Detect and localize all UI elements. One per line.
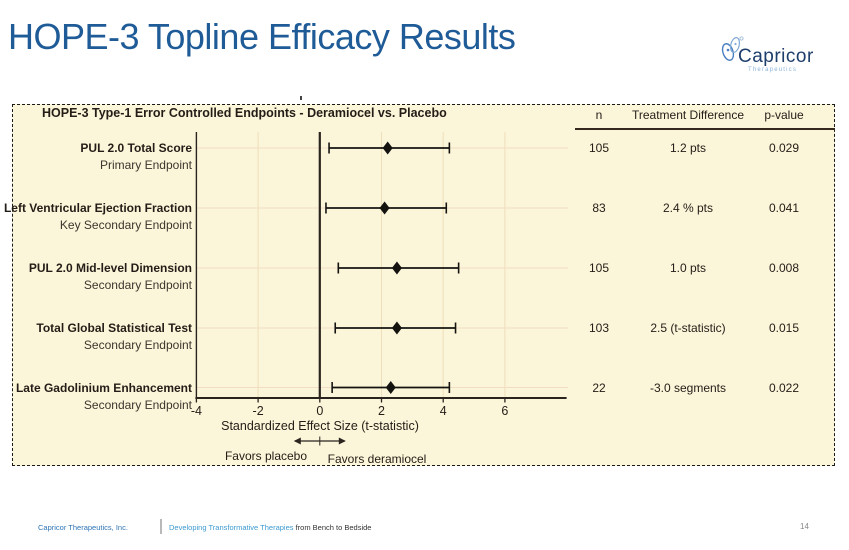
column-header-p-value: p-value [764,108,804,122]
endpoint-type-label: Secondary Endpoint [83,338,192,352]
table-header-rule [575,128,835,131]
endpoint-type-label: Primary Endpoint [99,158,192,172]
cell-treatment-difference: 2.5 (t-statistic) [650,321,726,335]
page-title: HOPE-3 Topline Efficacy Results [8,16,516,57]
logo-wordmark: Capricor [738,46,814,67]
page-number: 14 [800,522,809,531]
chart-title: HOPE-3 Type-1 Error Controlled Endpoints… [42,106,447,120]
endpoint-label: Total Global Statistical Test [36,321,192,335]
x-axis-tick-label: -2 [252,404,264,418]
capricor-cells-icon [721,36,744,61]
cell-treatment-difference: -3.0 segments [649,380,727,395]
cell-treatment-difference: 2.4 % pts [662,201,714,215]
cell-p-value: 0.041 [768,201,800,215]
cell-n: 105 [588,261,610,275]
endpoint-label: PUL 2.0 Mid-level Dimension [28,261,192,275]
x-axis-tick-label: 0 [316,404,324,418]
column-header-n: n [595,108,603,122]
x-axis-tick-label: 6 [501,404,509,418]
cell-n: 83 [592,201,606,215]
cell-treatment-difference: 1.0 pts [669,261,707,275]
favors-deramiocel-label: Favors deramiocel [327,452,427,466]
cell-p-value: 0.008 [768,261,800,275]
favors-placebo-label: Favors placebo [224,449,308,463]
endpoint-type-label: Key Secondary Endpoint [59,218,192,232]
cell-p-value: 0.029 [768,141,800,155]
cell-n: 105 [588,141,610,155]
logo-subtext: Therapeutics [748,67,798,73]
cell-p-value: 0.022 [768,380,800,395]
forest-plot-panel [12,104,835,466]
endpoint-label: Left Ventricular Ejection Fraction [3,201,192,215]
endpoint-type-label: Secondary Endpoint [83,397,192,412]
footer-tagline-rest: from Bench to Bedside [293,523,372,532]
footer-divider [160,519,162,534]
endpoint-type-label: Secondary Endpoint [83,278,192,292]
capricor-logo: Capricor Therapeutics [718,34,838,79]
cell-n: 103 [588,321,610,335]
endpoint-label: PUL 2.0 Total Score [80,141,192,155]
cell-n: 22 [592,380,606,395]
x-axis-tick-label: 2 [378,404,385,418]
column-header-treatment-difference: Treatment Difference [631,108,745,122]
stray-mark [300,96,302,100]
x-axis-tick-label: -4 [190,404,202,418]
footer-tagline-blue: Developing Transformative Therapies [169,523,294,532]
x-axis-tick-label: 4 [439,404,447,418]
footer-company: Capricor Therapeutics, Inc. [38,523,128,532]
cell-treatment-difference: 1.2 pts [669,141,707,155]
x-axis-title: Standardized Effect Size (t-statistic) [221,419,419,433]
cell-p-value: 0.015 [768,321,800,335]
footer-tagline: Developing Transformative Therapies from… [169,523,371,532]
endpoint-label: Late Gadolinium Enhancement [15,380,192,395]
